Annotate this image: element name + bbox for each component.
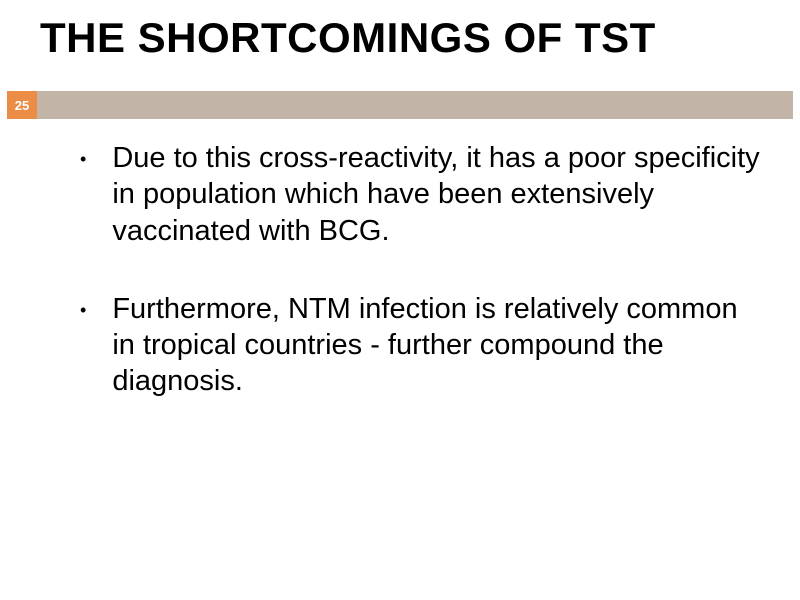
header-bar: 25 bbox=[7, 91, 793, 119]
bullet-marker-icon: • bbox=[80, 148, 86, 171]
slide-title: THE SHORTCOMINGS OF TST bbox=[40, 14, 780, 62]
bullet-item: • Due to this cross-reactivity, it has a… bbox=[80, 140, 760, 249]
slide: THE SHORTCOMINGS OF TST 25 • Due to this… bbox=[0, 0, 800, 600]
bullet-marker-icon: • bbox=[80, 299, 86, 322]
bullet-text: Due to this cross-reactivity, it has a p… bbox=[112, 140, 760, 249]
bullet-item: • Furthermore, NTM infection is relative… bbox=[80, 291, 760, 400]
bullet-list: • Due to this cross-reactivity, it has a… bbox=[80, 140, 760, 442]
page-number-badge: 25 bbox=[7, 91, 37, 119]
bullet-text: Furthermore, NTM infection is relatively… bbox=[112, 291, 760, 400]
header-stripe bbox=[37, 91, 793, 119]
